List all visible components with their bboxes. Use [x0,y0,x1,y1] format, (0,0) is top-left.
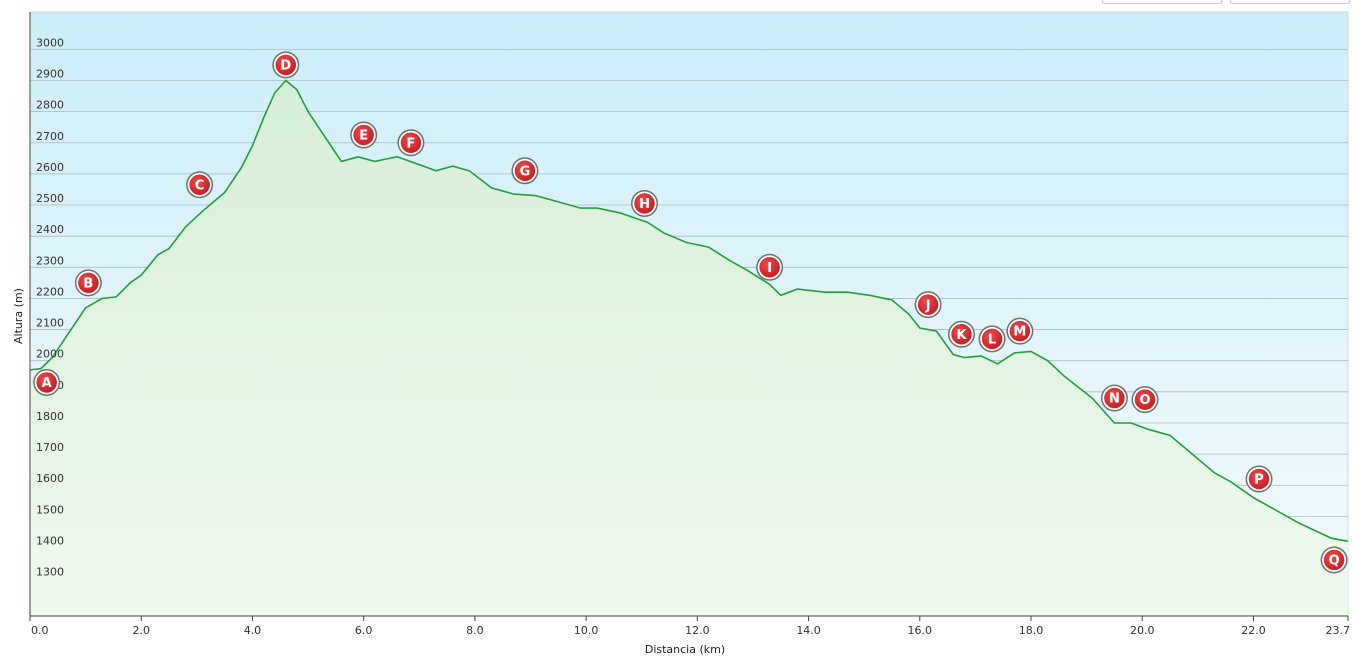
x-tick-label: 23.7 [1326,624,1351,637]
waypoint-marker-o[interactable]: O [1131,386,1159,414]
x-tick-label: 22.0 [1241,624,1266,637]
waypoint-fill [981,328,1003,350]
waypoint-fill [78,272,99,294]
waypoint-markers: A B C D E F G H I J K L M N O P Q [33,51,1348,574]
y-tick-label: 1600 [36,472,64,485]
y-tick-label: 2700 [36,130,64,143]
x-tick-label: 4.0 [244,624,262,637]
y-tick-label: 1800 [36,410,64,423]
waypoint-fill [1104,387,1125,409]
waypoint-label: D [280,59,291,74]
y-tick-label: 3000 [36,36,64,49]
waypoint-fill [634,193,655,214]
y-tick-label: 2300 [36,254,64,267]
waypoint-label: L [988,333,996,348]
y-tick-label: 2900 [36,67,64,80]
waypoint-marker-j[interactable]: J [914,291,942,319]
y-tick-label: 2800 [36,99,64,112]
waypoint-label: O [1139,393,1150,408]
waypoint-fill [275,54,297,76]
top-control-right[interactable] [1230,0,1350,4]
waypoint-marker-c[interactable]: C [186,171,214,199]
x-tick-label: 20.0 [1130,624,1155,637]
waypoint-fill [514,160,536,182]
waypoint-label: M [1013,325,1026,340]
y-tick-label: 1500 [36,503,64,516]
waypoint-fill [353,124,374,146]
waypoint-fill [917,294,939,315]
waypoint-fill [189,174,210,196]
y-tick-label: 2500 [36,192,64,205]
x-tick-label: 8.0 [466,624,484,637]
waypoint-fill [36,372,57,393]
waypoint-label: Q [1329,554,1340,569]
x-tick-label: 0.0 [31,624,49,637]
y-tick-label: 1300 [36,566,64,579]
y-tick-label: 1400 [36,535,64,548]
y-tick-label: 2400 [36,223,64,236]
waypoint-marker-e[interactable]: E [350,121,378,149]
x-tick-label: 2.0 [132,624,150,637]
y-axis-title: Altura (m) [12,288,25,344]
y-tick-label: 2100 [36,317,64,330]
waypoint-label: H [639,197,650,212]
waypoint-fill [1248,468,1270,490]
waypoint-label: K [956,328,967,343]
top-control-left[interactable] [1102,0,1222,4]
waypoint-marker-b[interactable]: B [74,269,102,297]
y-tick-label: 2200 [36,285,64,298]
y-tick-label: 1700 [36,441,64,454]
x-axis-title: Distancia (km) [645,643,725,656]
waypoint-label: A [42,376,52,391]
waypoint-marker-g[interactable]: G [511,157,539,185]
waypoint-label: B [83,276,93,291]
waypoint-fill [951,323,972,345]
waypoint-marker-a[interactable]: A [33,368,61,396]
waypoint-marker-f[interactable]: F [397,129,425,157]
waypoint-fill [759,257,780,278]
waypoint-marker-n[interactable]: N [1100,384,1128,412]
x-tick-label: 16.0 [908,624,933,637]
waypoint-marker-p[interactable]: P [1245,465,1273,493]
waypoint-fill [1009,320,1031,342]
waypoint-marker-d[interactable]: D [272,51,300,79]
x-tick-label: 18.0 [1019,624,1044,637]
x-tick-label: 6.0 [355,624,373,637]
waypoint-label: I [767,261,772,276]
waypoint-marker-h[interactable]: H [631,189,659,217]
waypoint-marker-l[interactable]: L [978,325,1006,353]
elevation-area [30,80,1348,616]
axes [29,12,1348,617]
waypoint-fill [1323,549,1345,571]
y-tick-label: 2600 [36,161,64,174]
x-tick-labels: 0.0 2.0 4.0 6.0 8.0 10.0 12.0 14.0 16.0 18.0 20.0 2… [29,616,1351,637]
waypoint-label: E [359,129,368,144]
waypoint-fill [400,132,422,154]
waypoint-fill [1134,389,1156,410]
x-tick-label: 14.0 [796,624,821,637]
waypoint-label: P [1254,473,1264,488]
waypoint-marker-m[interactable]: M [1006,317,1034,345]
waypoint-marker-q[interactable]: Q [1320,546,1348,574]
x-tick-label: 12.0 [685,624,710,637]
y-tick-label: 2000 [36,348,64,361]
waypoint-label: J [925,298,931,313]
x-tick-label: 10.0 [574,624,599,637]
waypoint-label: C [195,178,205,193]
waypoint-label: N [1109,392,1120,407]
waypoint-marker-k[interactable]: K [947,320,975,348]
elevation-line [29,79,1349,543]
waypoint-label: G [520,164,531,179]
waypoint-marker-i[interactable]: I [756,253,784,281]
waypoint-label: F [406,136,415,151]
